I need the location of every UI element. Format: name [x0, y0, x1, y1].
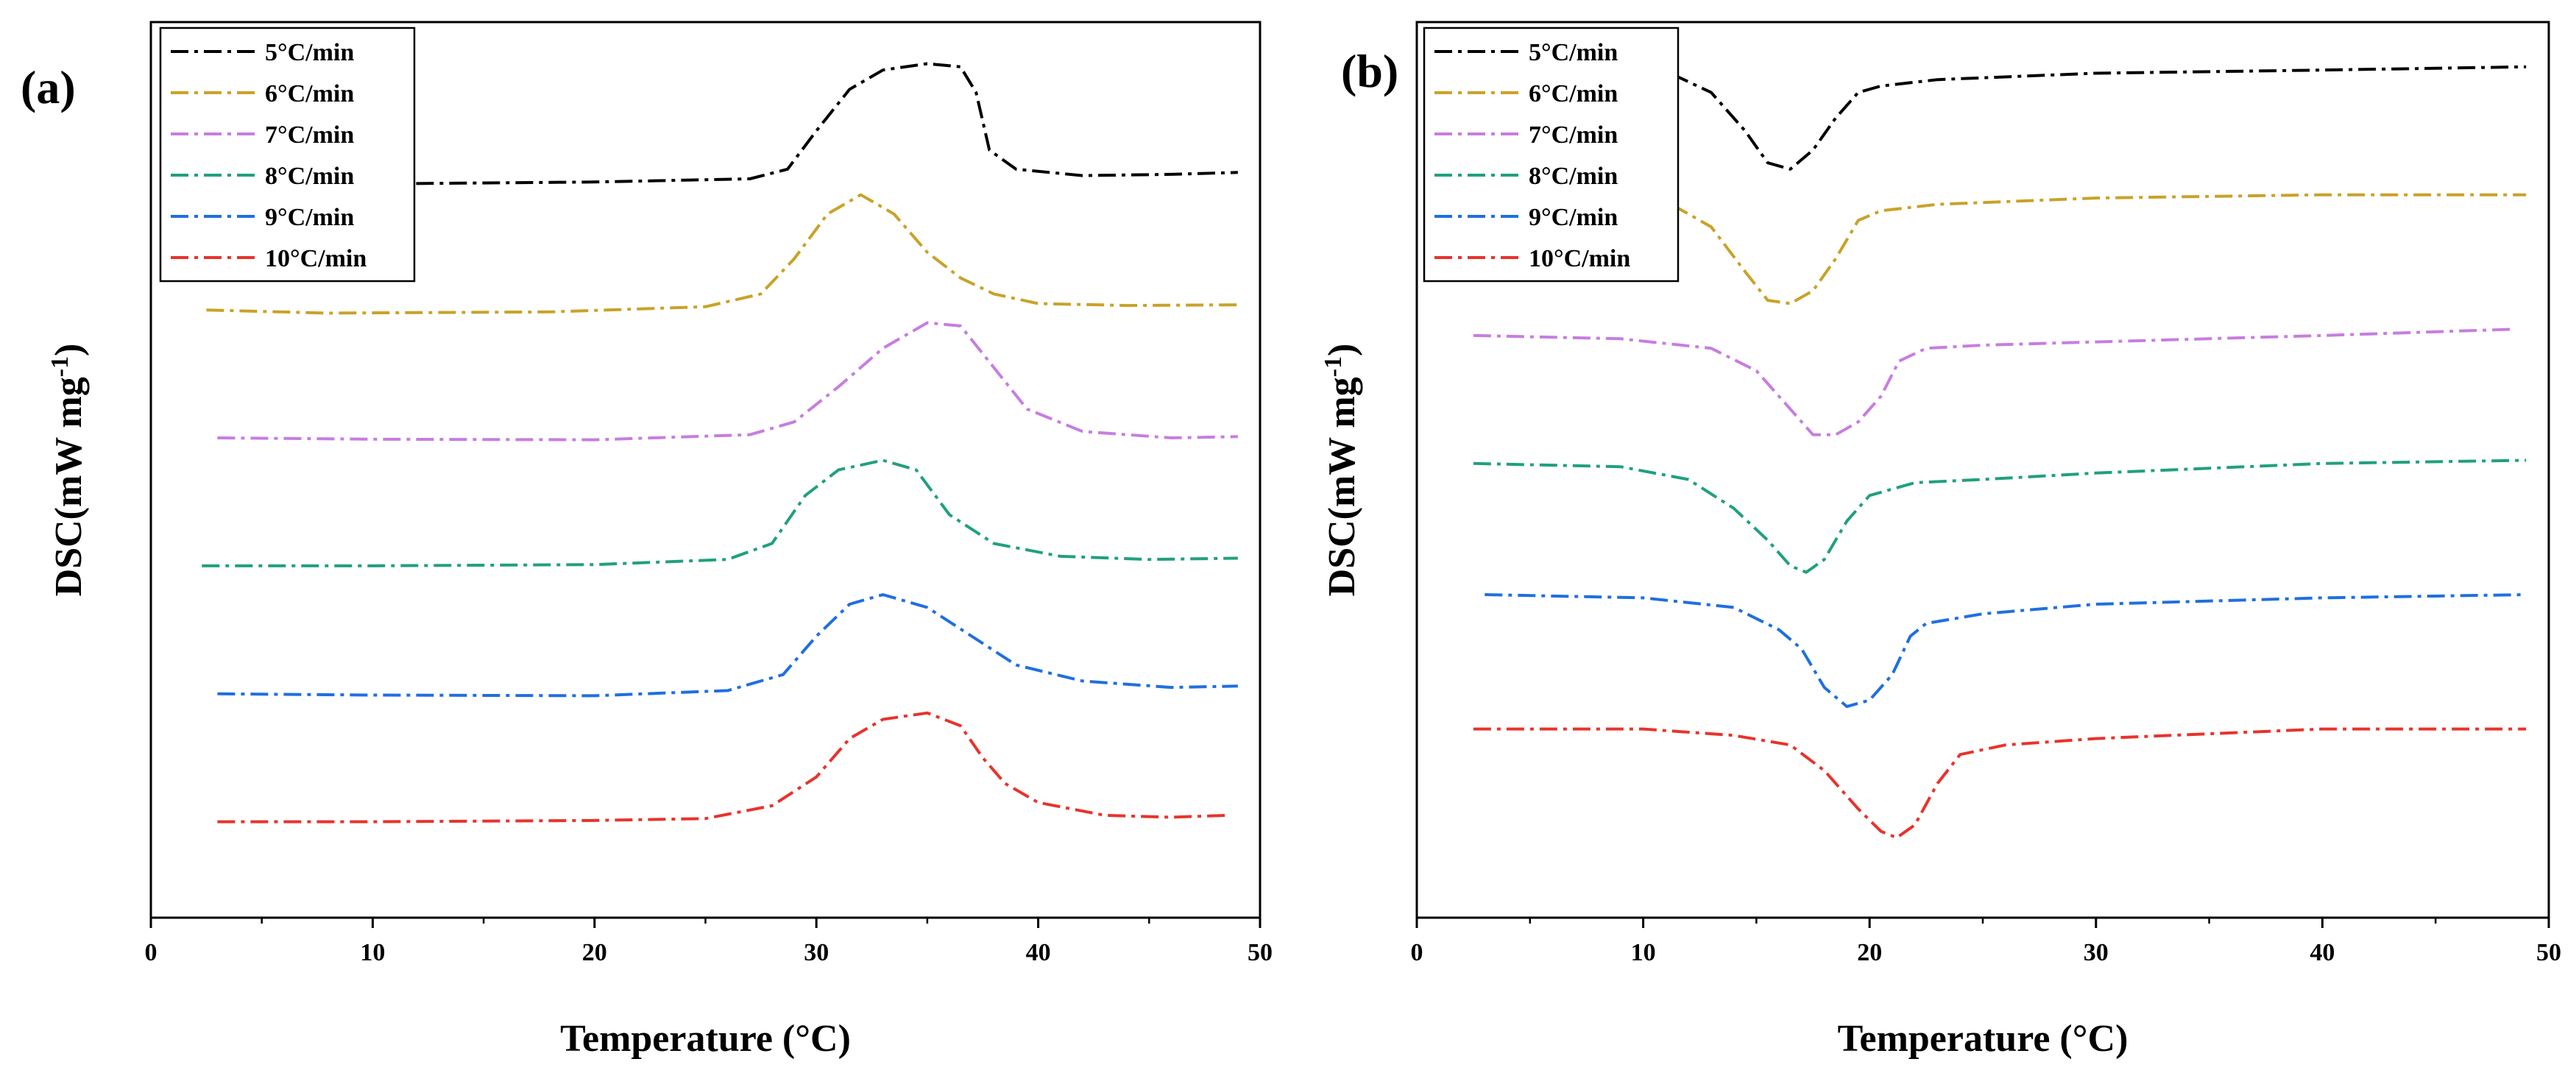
legend-label: 5°C/min	[1529, 39, 1618, 66]
series-line	[206, 193, 1238, 315]
x-tick-label: 40	[2310, 939, 2335, 966]
panel-b: 0 10 20 30 40 50 Temperature (°C) DSC(mW mg-1) (…	[1320, 21, 2561, 1060]
panel-label: (b)	[1341, 45, 1398, 97]
x-tick-label: 40	[1026, 939, 1051, 966]
legend-label: 8°C/min	[1529, 163, 1618, 190]
x-tick-label: 30	[2084, 939, 2109, 966]
legend-label: 7°C/min	[1529, 121, 1618, 149]
series-line	[217, 593, 1238, 698]
legend: 5°C/min 6°C/min 7°C/min 8°C/min 9°C/min 10°C/…	[1423, 26, 1680, 283]
legend-label: 6°C/min	[265, 80, 354, 107]
y-axis-label: DSC(mW mg-1)	[46, 344, 91, 597]
x-tick-label: 20	[582, 939, 607, 966]
legend-label: 10°C/min	[1529, 245, 1630, 272]
x-tick-label: 50	[1248, 939, 1273, 966]
y-axis-label: DSC(mW mg-1)	[1320, 344, 1364, 597]
legend: 5°C/min 6°C/min 7°C/min 8°C/min 9°C/min 10°C/…	[159, 26, 416, 283]
legend-label: 5°C/min	[265, 39, 354, 66]
x-tick-label: 30	[804, 939, 829, 966]
series-line	[217, 321, 1238, 442]
panel-a: 0 10 20 30 40 50 Temperature (°C) DSC(mW mg-1) (…	[21, 21, 1273, 1060]
x-tick-label: 20	[1857, 939, 1882, 966]
legend-label: 8°C/min	[265, 163, 354, 190]
x-tick-label: 10	[360, 939, 385, 966]
x-tick-label: 50	[2536, 939, 2561, 966]
series-line	[217, 711, 1227, 823]
series-line	[1485, 593, 2527, 709]
legend-label: 9°C/min	[265, 204, 354, 231]
legend-label: 10°C/min	[265, 245, 367, 272]
legend-label: 9°C/min	[1529, 204, 1618, 231]
series-line	[1473, 65, 2527, 171]
legend-label: 7°C/min	[265, 121, 354, 149]
legend-box	[1423, 26, 1680, 283]
series-line	[1473, 727, 2527, 840]
x-axis-label: Temperature (°C)	[1838, 1018, 2129, 1060]
x-axis-label: Temperature (°C)	[560, 1018, 851, 1060]
series-line	[1473, 458, 2527, 574]
series-line	[202, 458, 1238, 567]
panel-label: (a)	[21, 61, 76, 113]
series-line	[1473, 327, 2515, 436]
x-tick-label: 0	[1411, 939, 1423, 966]
x-tick-label: 10	[1631, 939, 1656, 966]
series-line	[1473, 193, 2527, 305]
legend-label: 6°C/min	[1529, 80, 1618, 107]
series-line	[217, 62, 1238, 185]
x-tick-label: 0	[145, 939, 158, 966]
legend-box	[159, 26, 416, 283]
